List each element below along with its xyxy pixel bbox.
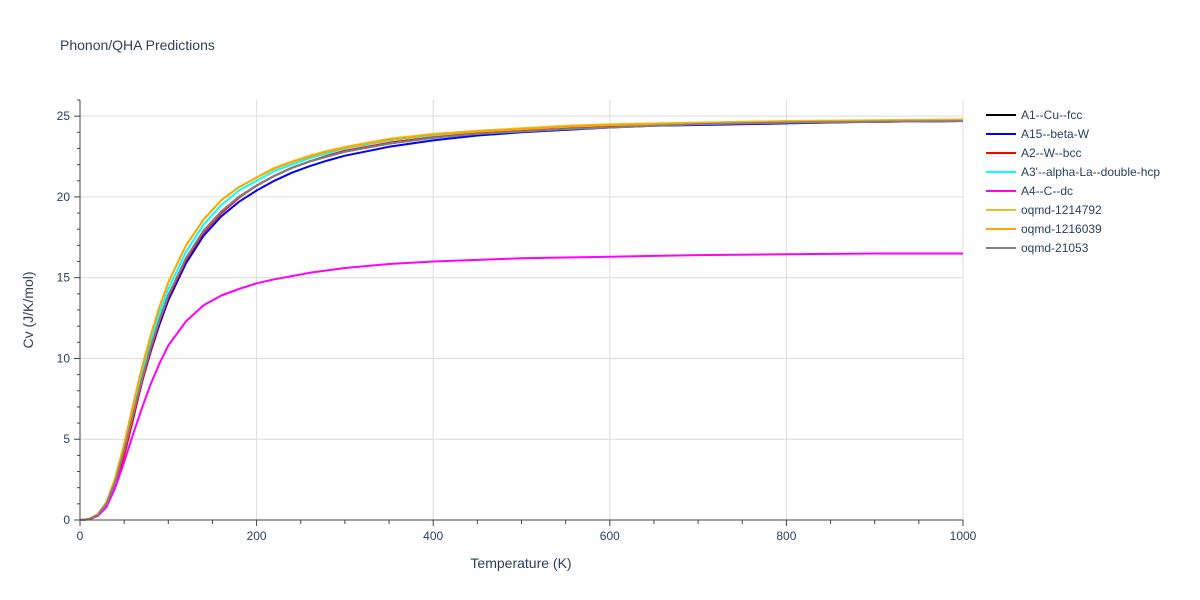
series-line[interactable] — [79, 119, 964, 521]
legend-label: A1--Cu--fcc — [1021, 108, 1082, 122]
legend-item[interactable]: oqmd-21053 — [986, 241, 1089, 255]
legend-label: A2--W--bcc — [1021, 146, 1081, 160]
series-line[interactable] — [79, 120, 964, 521]
series-lines — [79, 118, 964, 521]
y-tick-label: 10 — [57, 351, 71, 365]
legend-label: A4--C--dc — [1021, 184, 1073, 198]
y-tick-label: 5 — [63, 432, 70, 446]
x-tick-label: 200 — [247, 529, 267, 543]
axes: 0 200 400 600 800 1000 0 5 10 15 20 25 — [57, 99, 977, 543]
legend-label: oqmd-1214792 — [1021, 203, 1102, 217]
legend-item[interactable]: oqmd-1214792 — [986, 203, 1102, 217]
y-axis-title: Cv (J/K/mol) — [20, 272, 36, 349]
y-tick-label: 20 — [57, 190, 71, 204]
legend-item[interactable]: A2--W--bcc — [986, 146, 1081, 160]
x-tick-label: 600 — [600, 529, 620, 543]
legend-label: oqmd-21053 — [1021, 241, 1089, 255]
x-tick-label: 400 — [423, 529, 443, 543]
grid — [80, 100, 964, 520]
legend[interactable]: A1--Cu--fcc A15--beta-W A2--W--bcc A3'--alp… — [986, 108, 1160, 255]
legend-item[interactable]: A3'--alpha-La--double-hcp — [986, 165, 1160, 179]
series-line[interactable] — [79, 118, 964, 521]
y-tick-label: 0 — [63, 513, 70, 527]
legend-label: oqmd-1216039 — [1021, 222, 1102, 236]
x-tick-label: 0 — [77, 529, 84, 543]
series-line[interactable] — [79, 120, 964, 521]
legend-item[interactable]: A1--Cu--fcc — [986, 108, 1082, 122]
legend-label: A3'--alpha-La--double-hcp — [1021, 165, 1160, 179]
series-line[interactable] — [79, 119, 964, 521]
x-tick-label: 800 — [776, 529, 796, 543]
legend-item[interactable]: A4--C--dc — [986, 184, 1073, 198]
series-line[interactable] — [79, 120, 964, 521]
series-line[interactable] — [79, 120, 964, 521]
y-tick-label: 15 — [57, 271, 71, 285]
chart-title: Phonon/QHA Predictions — [60, 37, 215, 53]
legend-item[interactable]: oqmd-1216039 — [986, 222, 1102, 236]
x-tick-label: 1000 — [950, 529, 977, 543]
x-axis-title: Temperature (K) — [470, 555, 571, 571]
series-line[interactable] — [79, 252, 963, 521]
y-tick-label: 25 — [57, 109, 71, 123]
legend-label: A15--beta-W — [1021, 127, 1090, 141]
legend-item[interactable]: A15--beta-W — [986, 127, 1090, 141]
